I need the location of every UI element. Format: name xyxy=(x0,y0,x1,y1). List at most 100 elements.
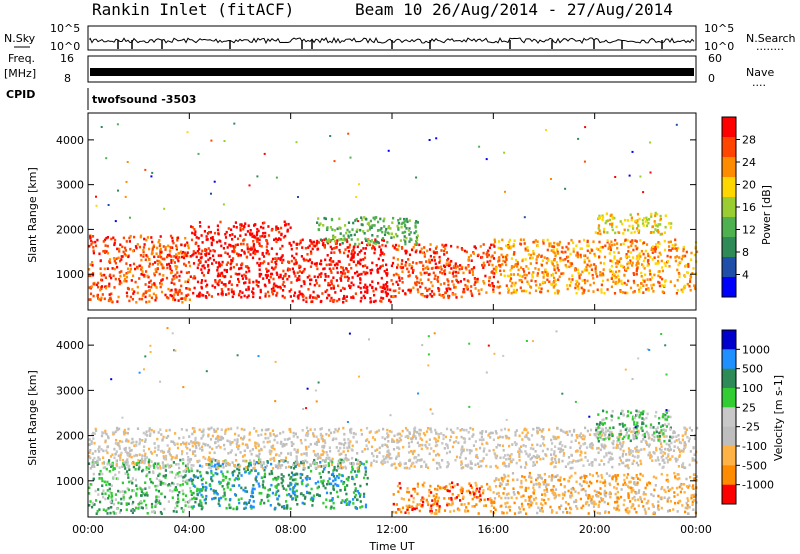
data-cell xyxy=(512,242,515,246)
data-cell xyxy=(312,240,316,244)
data-cell xyxy=(243,449,246,453)
data-cell xyxy=(341,241,344,245)
data-cell xyxy=(135,494,138,497)
data-cell xyxy=(124,463,128,467)
data-cell xyxy=(425,463,428,466)
data-cell xyxy=(509,247,512,250)
data-cell xyxy=(271,445,274,448)
data-cell xyxy=(657,223,660,226)
data-cell xyxy=(583,258,586,262)
data-cell xyxy=(319,275,322,278)
data-cell xyxy=(576,449,579,452)
data-cell xyxy=(119,259,122,263)
data-cell xyxy=(303,282,306,286)
data-cell xyxy=(601,214,604,218)
data-cell xyxy=(375,460,378,463)
data-cell xyxy=(88,492,91,495)
data-cell xyxy=(682,450,685,453)
data-cell xyxy=(233,122,236,125)
data-cell xyxy=(260,465,263,468)
data-cell xyxy=(333,465,336,469)
data-cell xyxy=(285,500,288,503)
data-cell xyxy=(436,278,439,281)
data-cell xyxy=(335,266,339,270)
data-cell xyxy=(682,462,685,465)
data-cell xyxy=(397,273,400,277)
data-cell xyxy=(478,292,481,296)
data-cell xyxy=(283,438,286,441)
data-cell xyxy=(310,469,313,473)
data-cell xyxy=(448,271,451,274)
data-cell xyxy=(347,277,350,280)
data-cell xyxy=(348,446,351,449)
data-cell xyxy=(664,447,667,451)
data-cell xyxy=(296,277,299,280)
data-cell xyxy=(636,267,639,270)
data-cell xyxy=(256,250,259,253)
data-cell xyxy=(174,501,178,505)
data-cell xyxy=(307,445,310,449)
data-cell xyxy=(261,221,265,225)
data-cell xyxy=(89,236,92,240)
data-cell xyxy=(436,275,440,279)
data-cell xyxy=(558,240,562,244)
data-cell xyxy=(360,428,363,432)
data-cell xyxy=(181,301,184,304)
data-cell xyxy=(252,280,255,284)
data-cell xyxy=(342,482,345,485)
data-cell xyxy=(669,226,672,229)
data-cell xyxy=(525,433,528,437)
data-cell xyxy=(558,442,561,446)
data-cell xyxy=(275,478,278,482)
data-cell xyxy=(283,220,286,224)
data-cell xyxy=(671,244,674,247)
data-cell xyxy=(556,266,559,270)
data-cell xyxy=(113,467,116,470)
data-cell xyxy=(282,289,285,292)
data-cell xyxy=(159,282,162,285)
data-cell xyxy=(104,509,107,513)
data-cell xyxy=(258,257,261,261)
data-cell xyxy=(411,261,415,264)
data-cell xyxy=(534,455,537,459)
data-cell xyxy=(114,473,117,477)
data-cell xyxy=(319,222,322,225)
data-cell xyxy=(268,488,271,491)
data-cell xyxy=(161,266,164,270)
data-cell xyxy=(153,261,157,264)
data-cell xyxy=(596,232,600,235)
data-cell xyxy=(99,272,102,275)
data-cell xyxy=(214,437,218,441)
data-cell xyxy=(377,429,381,432)
data-cell xyxy=(256,261,259,265)
data-cell xyxy=(174,273,177,277)
data-cell xyxy=(473,266,476,269)
data-cell xyxy=(521,431,524,435)
data-cell xyxy=(668,265,671,268)
data-cell xyxy=(329,449,332,453)
data-cell xyxy=(551,442,554,445)
data-cell xyxy=(346,270,349,274)
data-cell xyxy=(401,429,404,433)
data-cell xyxy=(89,235,92,238)
data-cell xyxy=(319,476,322,479)
data-cell xyxy=(218,482,221,485)
data-cell xyxy=(356,245,359,249)
data-cell xyxy=(155,498,158,502)
data-cell xyxy=(310,242,313,245)
data-cell xyxy=(223,447,226,451)
data-cell xyxy=(220,254,223,257)
data-cell xyxy=(650,438,653,441)
data-cell xyxy=(418,281,421,285)
data-cell xyxy=(200,430,203,433)
data-cell xyxy=(471,428,475,431)
data-cell xyxy=(230,258,233,262)
data-cell xyxy=(467,431,470,434)
data-cell xyxy=(210,476,213,479)
data-cell xyxy=(306,475,309,478)
data-cell xyxy=(647,453,650,457)
data-cell xyxy=(148,281,151,284)
data-cell xyxy=(262,255,266,258)
data-cell xyxy=(261,476,264,480)
data-cell xyxy=(532,252,535,255)
